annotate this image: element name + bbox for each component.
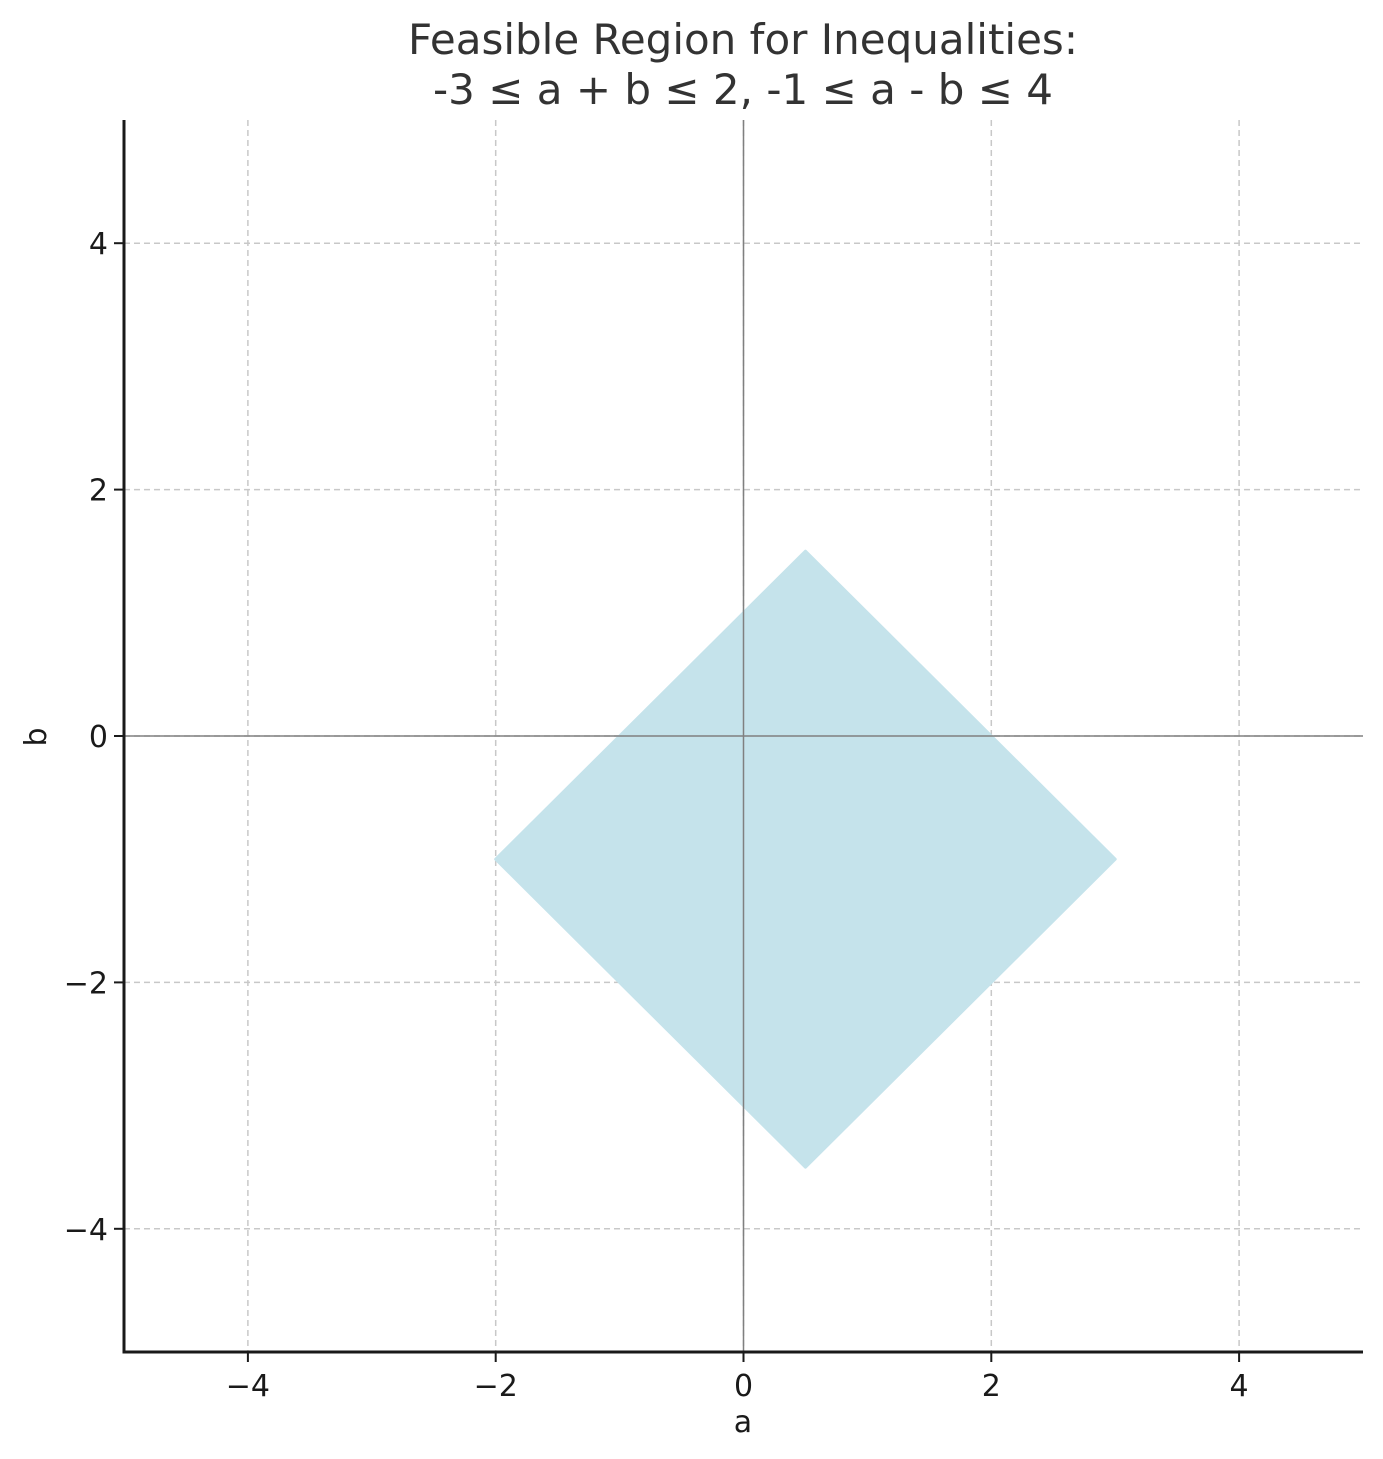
x-tick-label: −2 — [474, 1369, 518, 1404]
x-axis-label: a — [734, 1405, 752, 1440]
x-tick-label: 2 — [982, 1369, 1001, 1404]
feasible-region — [494, 549, 1117, 1169]
zero-reference-lines — [124, 120, 1363, 1352]
x-tick-label: −4 — [226, 1369, 270, 1404]
y-tick-label: 4 — [89, 227, 108, 262]
y-axis-label: b — [19, 727, 54, 746]
axis-ticks: −4 −2 0 2 4 −4 −2 0 2 4 — [64, 227, 1249, 1404]
y-tick-label: 0 — [89, 720, 108, 755]
x-tick-label: 0 — [734, 1369, 753, 1404]
chart-title: Feasible Region for Inequalities: — [408, 15, 1078, 64]
y-tick-label: −2 — [64, 966, 108, 1001]
y-tick-label: −4 — [64, 1213, 108, 1248]
x-tick-label: 4 — [1230, 1369, 1249, 1404]
chart-subtitle: -3 ≤ a + b ≤ 2, -1 ≤ a - b ≤ 4 — [433, 65, 1053, 114]
y-tick-label: 2 — [89, 474, 108, 509]
